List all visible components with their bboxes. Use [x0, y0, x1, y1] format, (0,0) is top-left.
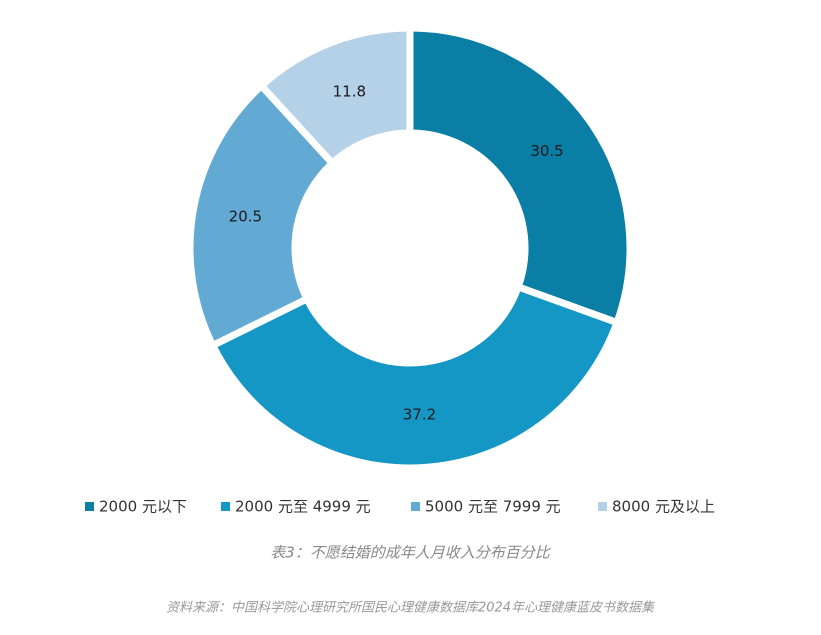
legend-swatch — [85, 502, 94, 511]
data-label: 11.8 — [333, 82, 366, 100]
legend-label: 2000 元以下 — [99, 498, 187, 516]
donut-segment — [256, 24, 414, 169]
data-label: 37.2 — [403, 406, 436, 424]
legend-swatch — [411, 502, 420, 511]
caption: 表3：不愿结婚的成年人月收入分布百分比 — [270, 544, 552, 562]
legend-label: 2000 元至 4999 元 — [235, 498, 371, 516]
legend-label: 8000 元及以上 — [612, 498, 715, 516]
legend-swatch — [598, 502, 607, 511]
data-label: 30.5 — [530, 142, 563, 160]
donut-segment — [406, 24, 634, 328]
legend-swatch — [221, 502, 230, 511]
donut-segment — [208, 282, 622, 472]
legend-label: 5000 元至 7999 元 — [425, 498, 561, 516]
source: 资料来源：中国科学院心理研究所国民心理健康数据库2024年心理健康蓝皮书数据集 — [166, 600, 655, 616]
data-label: 20.5 — [229, 208, 262, 226]
donut-segment — [186, 80, 338, 351]
